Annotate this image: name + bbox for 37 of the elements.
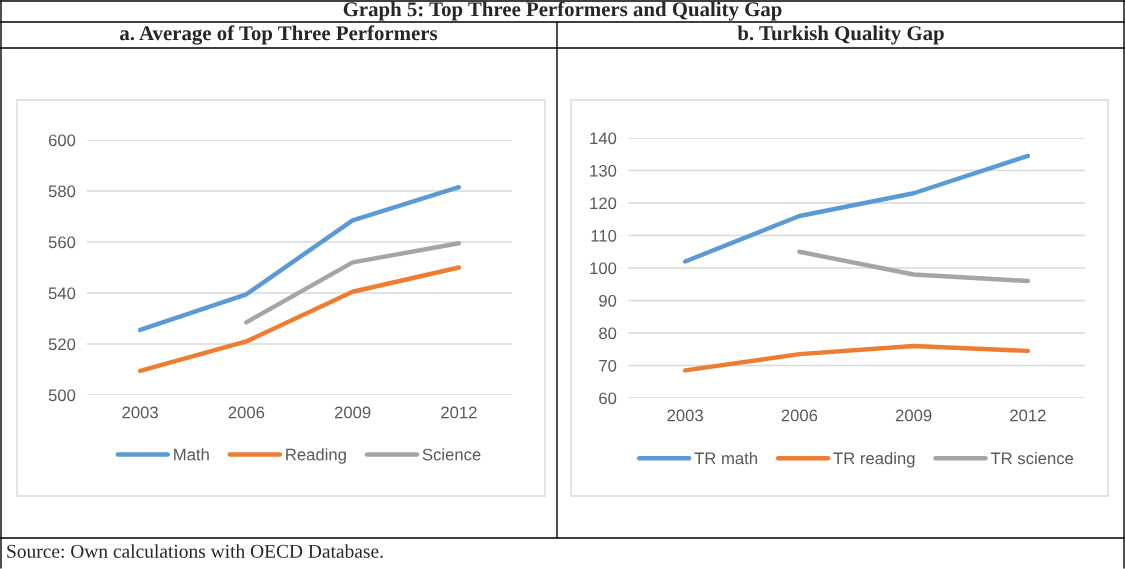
y-tick-label: 90 [599, 294, 617, 307]
chart-subtitle: b. Turkish Quality Gap [737, 25, 944, 45]
x-tick-label: 2006 [228, 406, 265, 419]
legend-label: Math [174, 448, 209, 461]
y-tick-label: 600 [48, 134, 76, 147]
line-series [137, 265, 462, 373]
x-tick-label: 2009 [334, 406, 371, 419]
y-tick-label: 110 [591, 229, 617, 242]
x-tick-label: 2012 [441, 406, 477, 419]
y-tick-label: 120 [590, 197, 617, 210]
y-tick-label: 70 [599, 359, 617, 372]
chart-subtitle: a. Average of Top Three Performers [120, 25, 438, 45]
y-tick-label: 80 [599, 327, 617, 340]
legend-label: TR science [990, 452, 1074, 465]
text: Graph 5: Top Three Performers and Quality Gap [343, 1, 782, 21]
line-series [682, 153, 1031, 264]
y-tick-label: 500 [48, 389, 76, 402]
x-tick-label: 2003 [122, 406, 158, 419]
y-tick-label: 520 [48, 338, 76, 351]
y-tick-label: 100 [590, 262, 617, 275]
y-tick-label: 130 [590, 164, 617, 177]
line-series [137, 184, 462, 333]
legend-label: TR reading [833, 452, 915, 468]
source-note: Source: Own calculations with OECD Database. [7, 544, 383, 558]
y-tick-label: 140 [590, 132, 617, 145]
y-tick-label: 540 [48, 287, 76, 300]
y-tick-label: 60 [599, 392, 617, 405]
y-tick-label: 560 [48, 236, 76, 249]
legend-label: Reading [286, 448, 346, 464]
x-tick-label: 2003 [667, 409, 703, 422]
x-tick-label: 2012 [1010, 409, 1046, 422]
legend-label: Science [422, 448, 481, 461]
x-tick-label: 2006 [781, 409, 818, 422]
legend-label: TR math [694, 452, 757, 465]
y-tick-label: 580 [48, 185, 76, 198]
x-tick-label: 2009 [895, 409, 932, 422]
line-series [682, 343, 1031, 373]
